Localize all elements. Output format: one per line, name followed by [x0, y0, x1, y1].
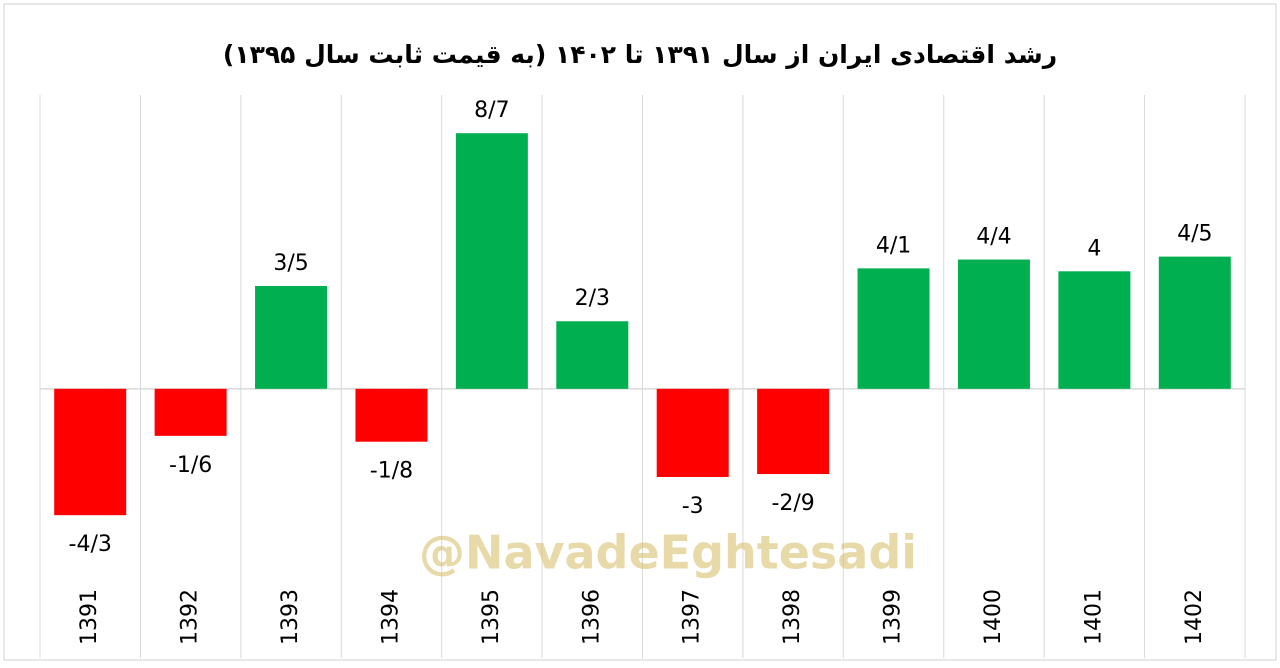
bar [154, 388, 227, 436]
x-tick-label: 1402 [1182, 589, 1207, 645]
data-label: -1/8 [370, 459, 413, 484]
watermark: @NavadeEghtesadi [419, 526, 917, 580]
x-tick-label: 1395 [479, 589, 504, 645]
x-tick-label: 1397 [680, 589, 705, 645]
x-tick-label: 1400 [981, 589, 1006, 645]
data-label: 4 [1087, 236, 1101, 261]
x-tick-label: 1396 [579, 589, 604, 645]
bar [455, 133, 528, 389]
x-tick-label: 1391 [77, 589, 102, 645]
data-label: 3/5 [273, 251, 308, 276]
x-tick-label: 1398 [780, 589, 805, 645]
data-label: 4/5 [1177, 222, 1212, 247]
data-label: 4/4 [976, 225, 1011, 250]
data-label: 2/3 [575, 286, 610, 311]
bar [1058, 271, 1131, 389]
bar [957, 259, 1030, 389]
bar [54, 388, 127, 516]
bar [556, 321, 629, 389]
bar [656, 388, 729, 477]
bar [355, 388, 428, 442]
bar [757, 388, 830, 475]
x-tick-label: 1394 [378, 589, 403, 645]
data-label: -4/3 [69, 532, 112, 557]
data-label: 8/7 [474, 98, 509, 123]
x-tick-label: 1401 [1081, 589, 1106, 645]
bar [255, 285, 328, 389]
x-tick-label: 1392 [178, 589, 203, 645]
data-label: -3 [682, 494, 704, 519]
data-label: -1/6 [169, 453, 212, 478]
bar [1158, 256, 1231, 389]
chart-title: رشد اقتصادی ایران از سال ۱۳۹۱ تا ۱۴۰۲ (ب… [223, 40, 1057, 70]
x-tick-label: 1399 [881, 589, 906, 645]
x-tick-label: 1393 [278, 589, 303, 645]
bar [857, 268, 930, 389]
data-label: -2/9 [771, 491, 814, 516]
data-label: 4/1 [876, 233, 911, 258]
